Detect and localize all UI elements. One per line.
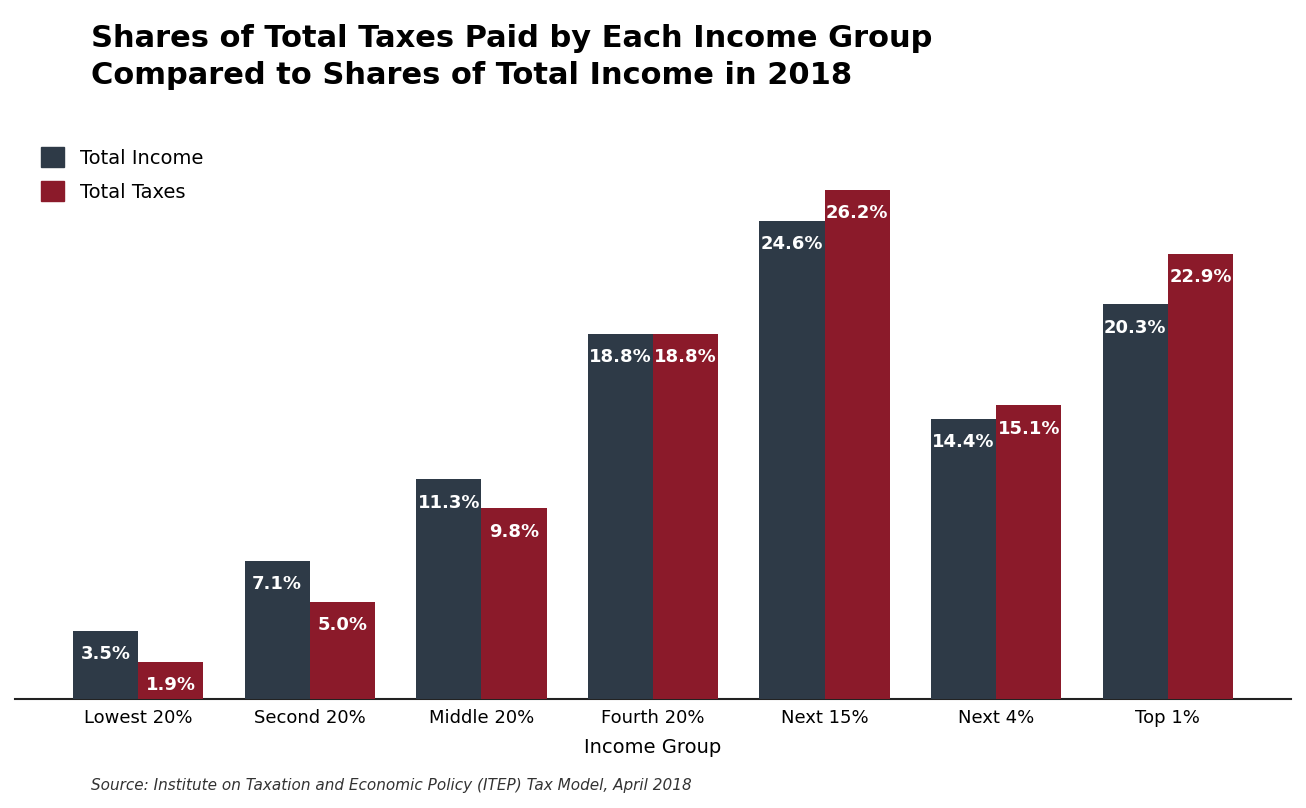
Bar xyxy=(1102,305,1168,699)
Text: 5.0%: 5.0% xyxy=(317,616,367,634)
Text: Shares of Total Taxes Paid by Each Income Group: Shares of Total Taxes Paid by Each Incom… xyxy=(91,24,932,53)
Text: Compared to Shares of Total Income in 2018: Compared to Shares of Total Income in 20… xyxy=(91,61,853,90)
Bar xyxy=(244,561,310,699)
Text: 15.1%: 15.1% xyxy=(998,420,1060,438)
Bar xyxy=(1168,254,1233,699)
Bar xyxy=(73,631,138,699)
Text: 3.5%: 3.5% xyxy=(81,645,131,663)
X-axis label: Income Group: Income Group xyxy=(584,738,722,756)
Text: 1.9%: 1.9% xyxy=(146,676,196,694)
Text: 7.1%: 7.1% xyxy=(252,575,302,593)
Bar xyxy=(759,221,824,699)
Text: 11.3%: 11.3% xyxy=(418,494,481,511)
Text: 9.8%: 9.8% xyxy=(488,523,539,541)
Text: 18.8%: 18.8% xyxy=(654,348,717,366)
Bar xyxy=(931,419,996,699)
Bar xyxy=(417,479,482,699)
Bar xyxy=(824,190,889,699)
Text: 18.8%: 18.8% xyxy=(589,348,652,366)
Text: 22.9%: 22.9% xyxy=(1169,268,1232,286)
Bar xyxy=(653,334,718,699)
Bar xyxy=(310,602,375,699)
Bar xyxy=(996,406,1062,699)
Legend: Total Income, Total Taxes: Total Income, Total Taxes xyxy=(31,137,213,212)
Bar xyxy=(138,662,204,699)
Text: 24.6%: 24.6% xyxy=(760,235,823,253)
Bar xyxy=(588,334,653,699)
Text: Source: Institute on Taxation and Economic Policy (ITEP) Tax Model, April 2018: Source: Institute on Taxation and Econom… xyxy=(91,778,692,793)
Text: 14.4%: 14.4% xyxy=(932,433,995,452)
Text: 26.2%: 26.2% xyxy=(825,204,888,222)
Text: 20.3%: 20.3% xyxy=(1104,318,1166,337)
Bar xyxy=(482,508,547,699)
